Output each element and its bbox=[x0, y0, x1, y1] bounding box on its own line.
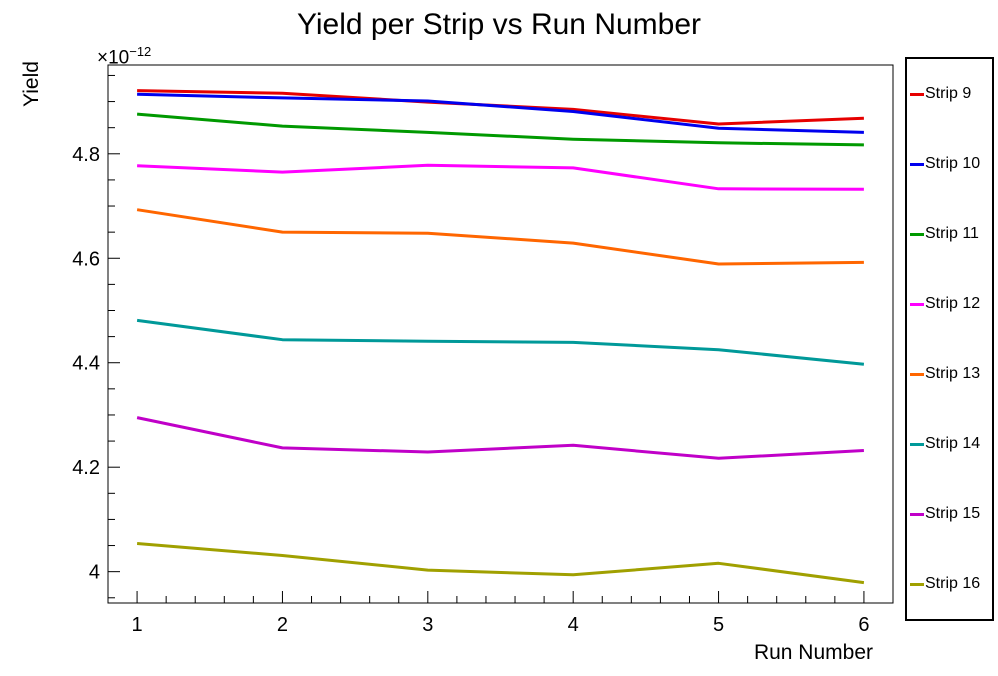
x-tick-label: 2 bbox=[277, 614, 288, 636]
legend-entry-strip-9: Strip 9 bbox=[907, 59, 992, 129]
legend-label-strip-9: Strip 9 bbox=[925, 85, 972, 102]
x-tick-label: 4 bbox=[568, 614, 579, 636]
plot-frame bbox=[107, 64, 894, 604]
legend-label-strip-15: Strip 15 bbox=[925, 505, 981, 522]
legend-marker-strip-10 bbox=[910, 162, 924, 166]
y-tick-label: 4.8 bbox=[72, 144, 100, 166]
y-tick-label: 4.2 bbox=[72, 457, 100, 479]
legend-entry-strip-16: Strip 16 bbox=[907, 549, 992, 619]
y-axis-exponent-prefix: ×10 bbox=[97, 47, 130, 69]
series-line-strip-14 bbox=[136, 318, 865, 366]
legend-marker-strip-9 bbox=[910, 92, 924, 96]
legend-marker-strip-16 bbox=[910, 582, 924, 586]
legend-label-strip-16: Strip 16 bbox=[925, 575, 981, 592]
legend-label-strip-10: Strip 10 bbox=[925, 155, 981, 172]
legend-label-strip-12: Strip 12 bbox=[925, 295, 981, 312]
legend-marker-strip-15 bbox=[910, 512, 924, 516]
x-tick-label: 3 bbox=[422, 614, 433, 636]
legend-entry-strip-10: Strip 10 bbox=[907, 129, 992, 199]
legend-entry-strip-15: Strip 15 bbox=[907, 479, 992, 549]
legend-label-strip-14: Strip 14 bbox=[925, 435, 981, 452]
x-tick-label: 6 bbox=[858, 614, 869, 636]
series-line-strip-13 bbox=[136, 208, 864, 266]
legend-marker-strip-11 bbox=[910, 232, 924, 236]
legend-entry-strip-11: Strip 11 bbox=[907, 199, 992, 269]
legend-entry-strip-13: Strip 13 bbox=[907, 339, 992, 409]
x-axis-title: Run Number bbox=[753, 641, 873, 664]
y-tick-label: 4.6 bbox=[72, 248, 100, 270]
x-tick-label: 1 bbox=[132, 614, 143, 636]
y-axis-exponent: ×10−12 bbox=[97, 44, 151, 69]
chart-title: Yield per Strip vs Run Number bbox=[296, 8, 702, 41]
legend-marker-strip-12 bbox=[910, 302, 924, 306]
legend-marker-strip-13 bbox=[910, 372, 924, 376]
y-tick-label: 4.4 bbox=[72, 353, 100, 375]
x-tick-label: 5 bbox=[713, 614, 724, 636]
y-axis-exponent-power: −12 bbox=[129, 44, 152, 59]
legend-label-strip-13: Strip 13 bbox=[925, 365, 981, 382]
y-tick-label: 4 bbox=[89, 562, 100, 584]
legend-marker-strip-14 bbox=[910, 442, 924, 446]
legend-entry-strip-14: Strip 14 bbox=[907, 409, 992, 479]
legend-entry-strip-12: Strip 12 bbox=[907, 269, 992, 339]
series-line-strip-10 bbox=[137, 92, 864, 134]
series-line-strip-12 bbox=[137, 163, 864, 191]
legend-box: Strip 9 Strip 10 Strip 11 Strip 12 Strip 13 S… bbox=[905, 57, 994, 621]
series-line-strip-11 bbox=[136, 112, 864, 147]
legend-label-strip-11: Strip 11 bbox=[925, 225, 979, 242]
series-line-strip-15 bbox=[136, 416, 864, 460]
series-line-strip-16 bbox=[136, 542, 865, 585]
